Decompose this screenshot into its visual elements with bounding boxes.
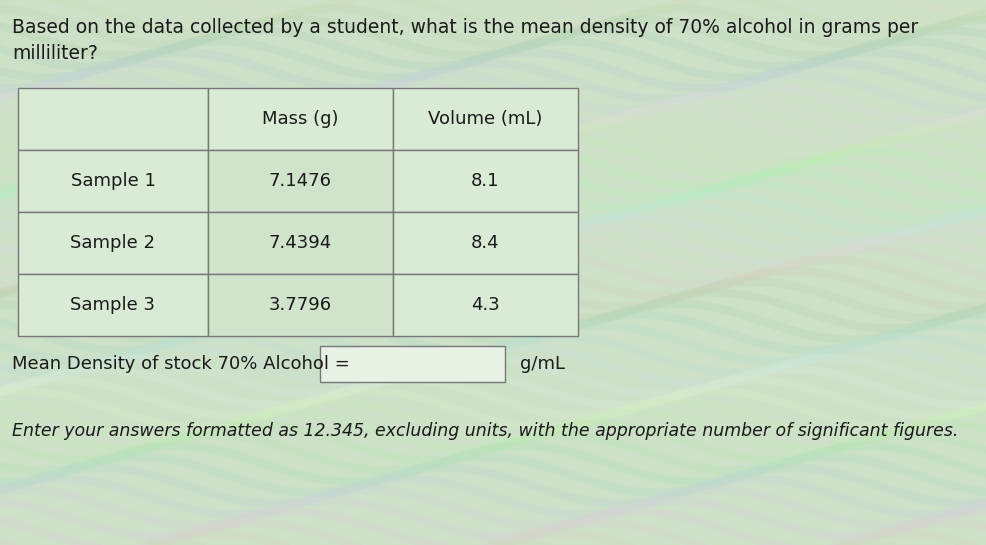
- Bar: [319, 346, 505, 382]
- Bar: [208, 212, 392, 274]
- Bar: [392, 150, 578, 212]
- Text: Mass (g): Mass (g): [262, 110, 338, 128]
- Text: Mean Density of stock 70% Alcohol =: Mean Density of stock 70% Alcohol =: [12, 355, 349, 373]
- Text: 8.4: 8.4: [470, 234, 499, 252]
- Text: 3.7796: 3.7796: [268, 296, 331, 314]
- Text: Based on the data collected by a student, what is the mean density of 70% alcoho: Based on the data collected by a student…: [12, 18, 917, 37]
- Bar: [208, 274, 392, 336]
- Text: Sample 2: Sample 2: [70, 234, 156, 252]
- Text: Volume (mL): Volume (mL): [428, 110, 542, 128]
- Bar: [392, 88, 578, 150]
- Bar: [18, 150, 208, 212]
- Bar: [392, 274, 578, 336]
- Bar: [18, 274, 208, 336]
- Text: 4.3: 4.3: [470, 296, 499, 314]
- Text: 8.1: 8.1: [470, 172, 499, 190]
- Text: Enter your answers formatted as 12.345, excluding units, with the appropriate nu: Enter your answers formatted as 12.345, …: [12, 422, 957, 440]
- Bar: [18, 88, 208, 150]
- Text: Sample 1: Sample 1: [70, 172, 155, 190]
- Text: Sample 3: Sample 3: [70, 296, 156, 314]
- Text: g/mL: g/mL: [520, 355, 564, 373]
- Bar: [18, 212, 208, 274]
- Bar: [392, 212, 578, 274]
- Text: milliliter?: milliliter?: [12, 44, 98, 63]
- Bar: [208, 150, 392, 212]
- Text: 7.4394: 7.4394: [268, 234, 331, 252]
- Text: 7.1476: 7.1476: [269, 172, 331, 190]
- Bar: [208, 88, 392, 150]
